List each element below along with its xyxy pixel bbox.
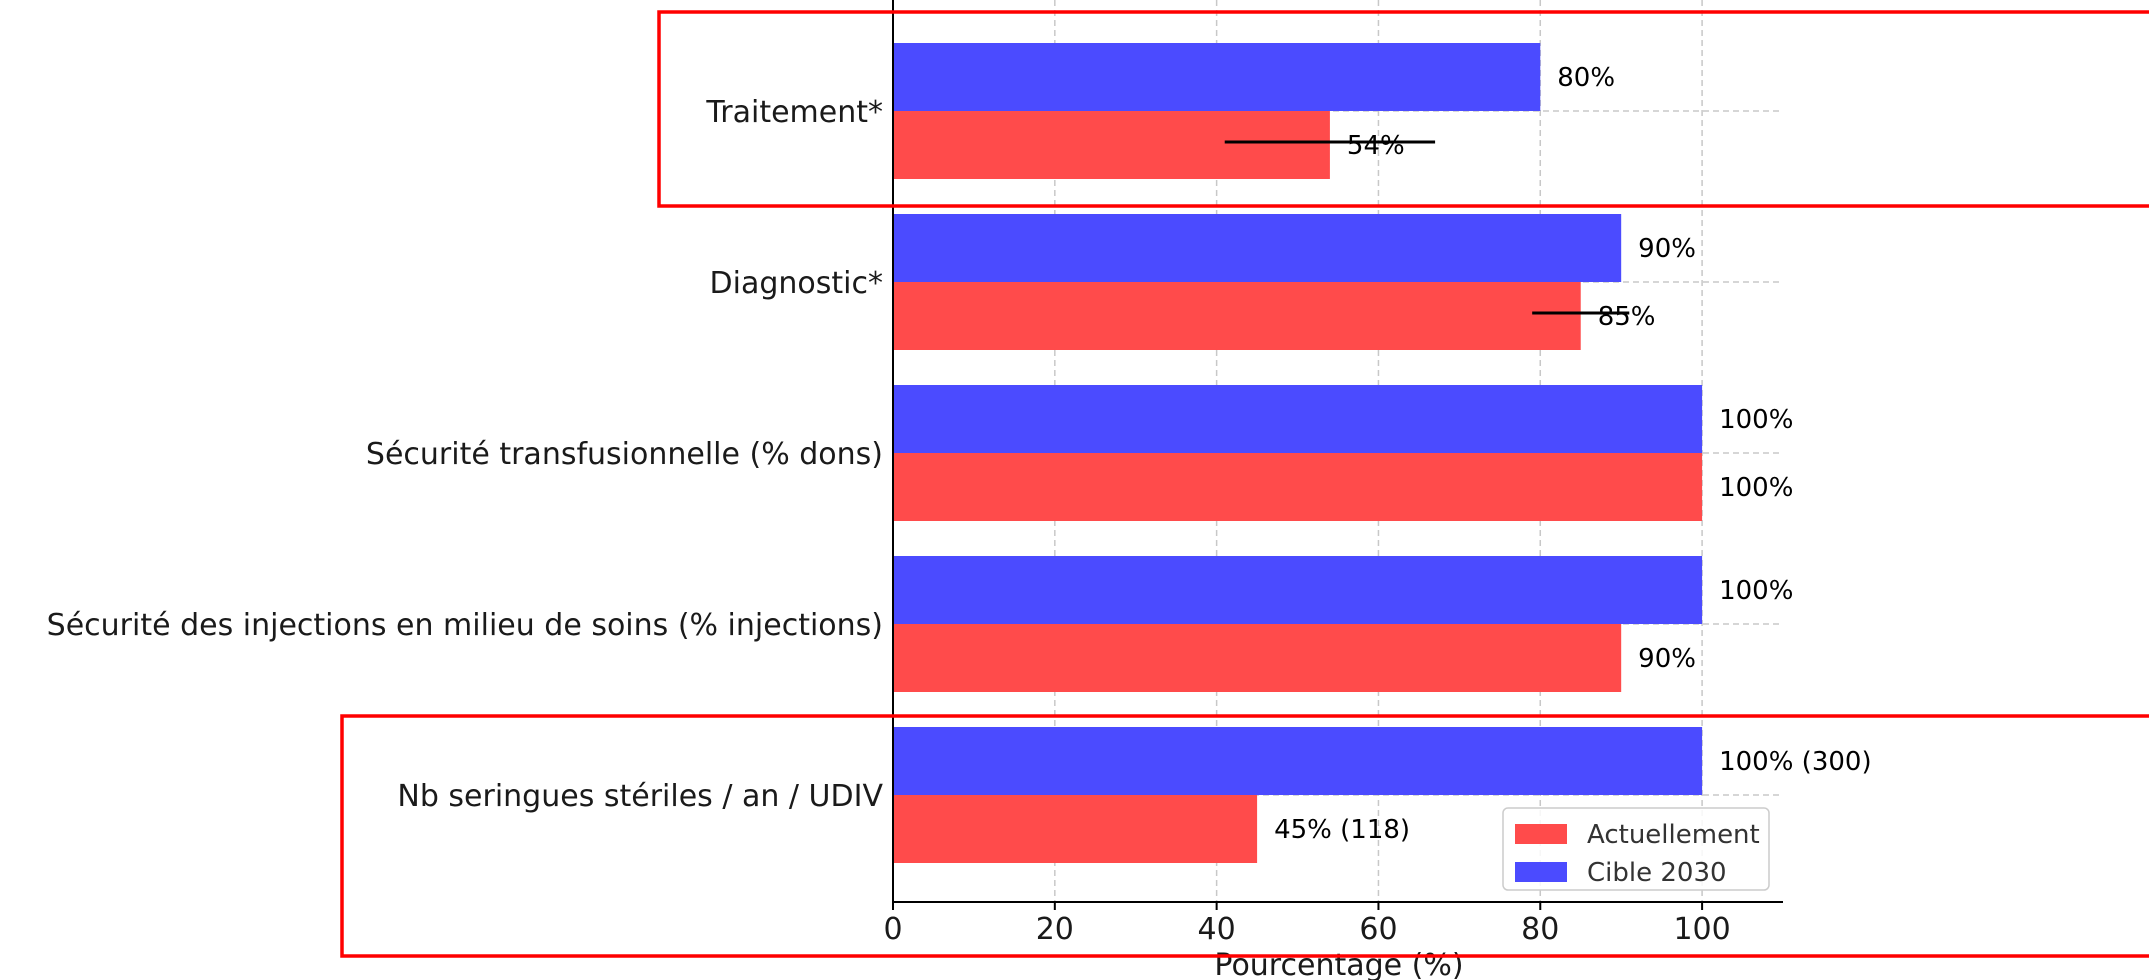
category-label: Sécurité transfusionnelle (% dons) xyxy=(366,437,883,472)
bar-actuellement xyxy=(893,111,1330,179)
data-label-actuellement: 90% xyxy=(1638,644,1696,674)
x-ticks: 0 20 40 60 80 100 xyxy=(883,902,1731,947)
bar-cible-2030 xyxy=(893,43,1541,111)
error-bars xyxy=(1224,140,1630,315)
bar-cible-2030 xyxy=(893,727,1703,795)
bar-cible-2030 xyxy=(893,556,1703,624)
data-label-cible-2030: 100% xyxy=(1719,576,1793,606)
x-tick-label: 0 xyxy=(883,912,902,947)
bar-cible-2030 xyxy=(893,385,1703,453)
legend-swatch xyxy=(1515,824,1567,844)
legend-label: Cible 2030 xyxy=(1587,858,1727,888)
category-label: Traitement* xyxy=(705,95,883,130)
axes xyxy=(892,0,1783,903)
data-label-actuellement: 100% xyxy=(1719,473,1793,503)
bar-actuellement xyxy=(893,795,1258,863)
bar-cible-2030 xyxy=(893,214,1622,282)
x-tick-label: 80 xyxy=(1521,912,1559,947)
category-label: Diagnostic* xyxy=(710,266,883,301)
category-label: Nb seringues stériles / an / UDIV xyxy=(397,779,883,814)
x-axis-title: Pourcentage (%) xyxy=(1214,948,1463,980)
legend-label: Actuellement xyxy=(1587,820,1760,850)
bar-actuellement xyxy=(893,282,1581,350)
x-tick-label: 20 xyxy=(1036,912,1074,947)
data-label-cible-2030: 80% xyxy=(1557,63,1615,93)
highlight-box xyxy=(657,10,2149,208)
x-tick-label: 100 xyxy=(1673,912,1730,947)
data-label-actuellement: 85% xyxy=(1598,302,1656,332)
bars xyxy=(893,43,1703,863)
x-tick-label: 60 xyxy=(1359,912,1397,947)
highlight-box xyxy=(340,714,2149,958)
legend: Actuellement Cible 2030 xyxy=(1502,807,1770,891)
data-label-cible-2030: 100% (300) xyxy=(1719,747,1872,777)
data-label-actuellement: 45% (118) xyxy=(1274,815,1410,845)
data-label-actuellement: 54% xyxy=(1347,131,1405,161)
x-tick-label: 40 xyxy=(1198,912,1236,947)
legend-swatch xyxy=(1515,862,1567,882)
bar-actuellement xyxy=(893,624,1622,692)
legend-box xyxy=(1502,807,1770,891)
highlight-boxes xyxy=(340,10,2149,958)
bar-actuellement xyxy=(893,453,1703,521)
data-label-cible-2030: 100% xyxy=(1719,405,1793,435)
category-label: Sécurité des injections en milieu de soi… xyxy=(47,608,883,643)
data-labels: 80% 54% 90% 85% 100% 100% 100% 90% 100% (300) 45%… xyxy=(1274,63,1872,845)
category-labels: Traitement* Diagnostic* Sécurité transfusi… xyxy=(47,95,884,814)
data-label-cible-2030: 90% xyxy=(1638,234,1696,264)
